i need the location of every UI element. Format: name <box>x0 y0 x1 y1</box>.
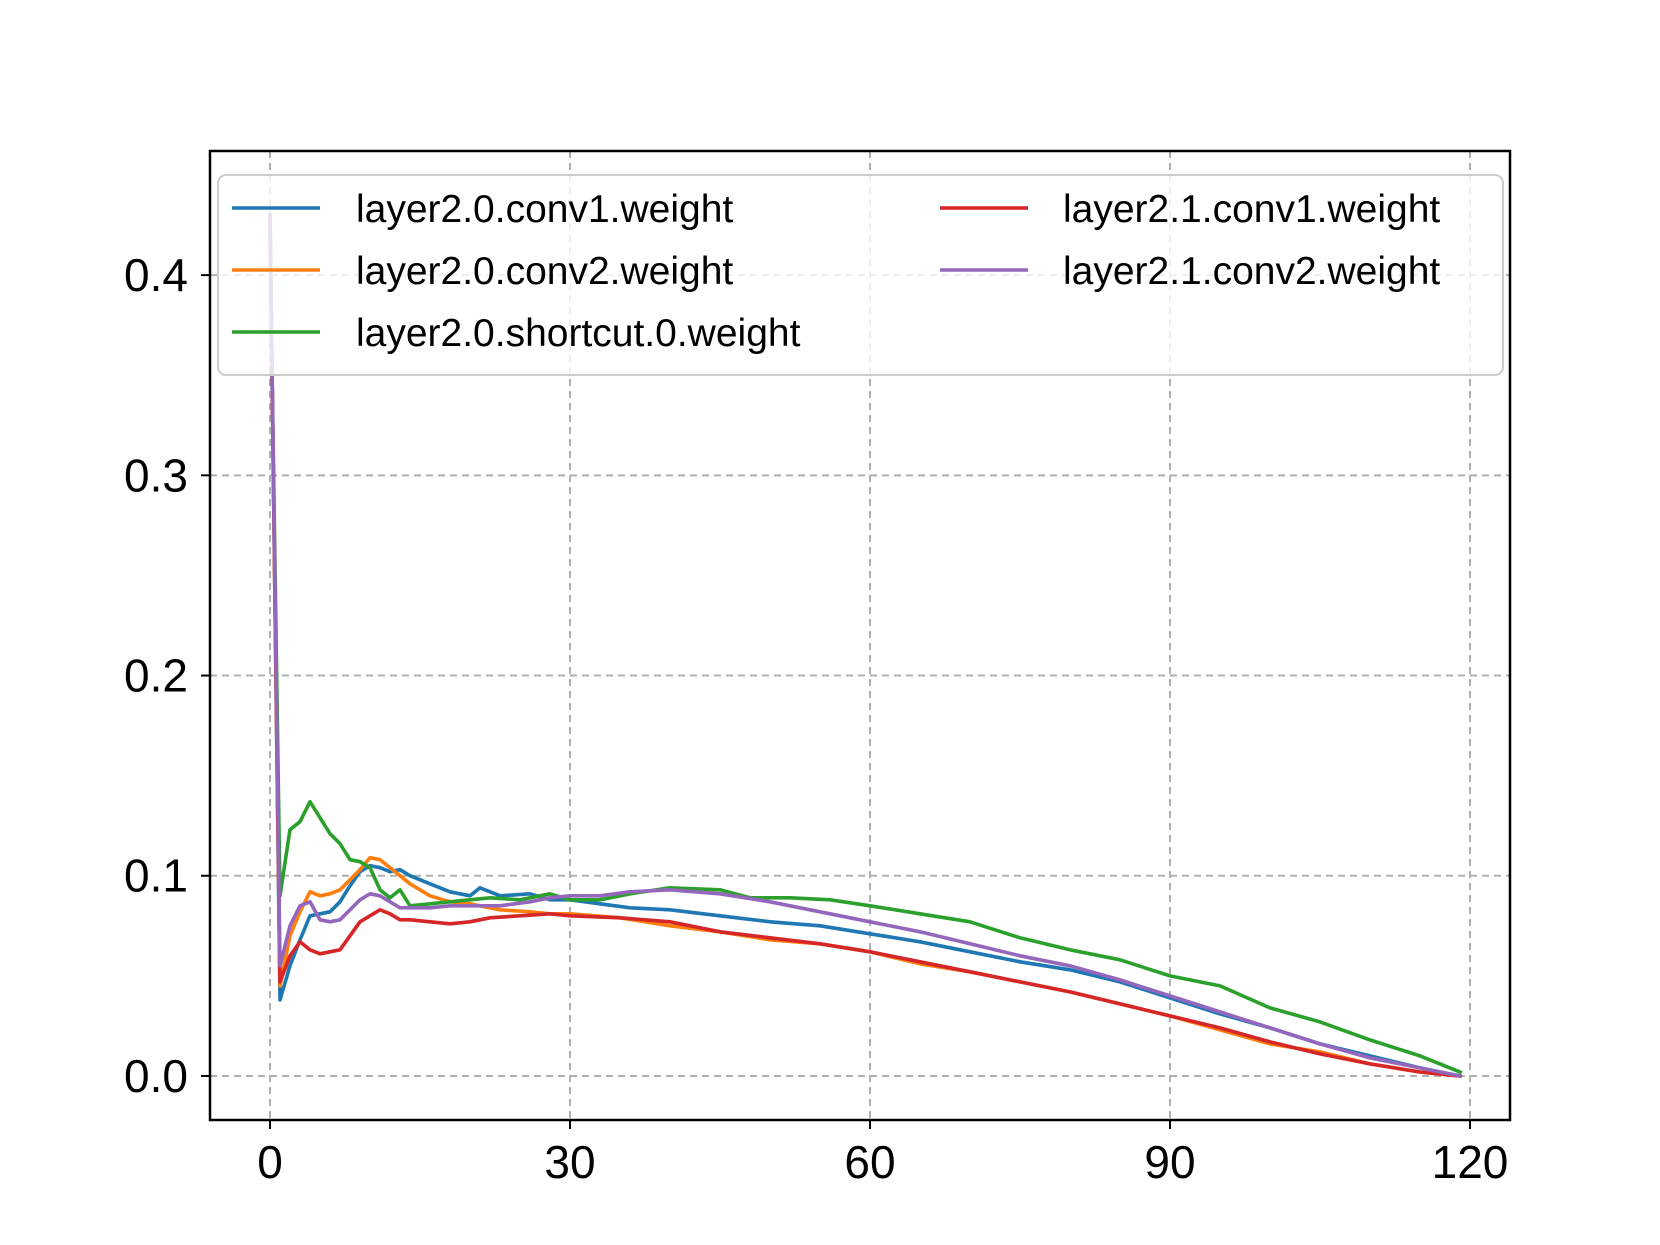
legend-label: layer2.1.conv1.weight <box>1063 188 1440 231</box>
y-tick-label: 0.0 <box>124 1050 188 1102</box>
series-line-layer2-1-conv2-weight <box>268 213 1463 1079</box>
x-tick-label: 60 <box>844 1136 895 1188</box>
x-tick-label: 0 <box>257 1136 283 1188</box>
legend-label: layer2.1.conv2.weight <box>1063 250 1440 293</box>
x-tick-label: 30 <box>544 1136 595 1188</box>
y-tick-label: 0.2 <box>124 650 188 702</box>
legend: layer2.0.conv1.weight layer2.0.conv2.weig… <box>217 174 1504 376</box>
axis-ticks: 0 30 60 90 120 0.0 0.1 0.2 0.3 0.4 <box>124 249 1508 1188</box>
y-tick-label: 0.4 <box>124 249 188 301</box>
legend-label: layer2.0.conv1.weight <box>356 188 733 231</box>
series-line-layer2-1-conv1-weight <box>268 213 1462 1078</box>
y-tick-label: 0.3 <box>124 449 188 501</box>
x-tick-label: 120 <box>1432 1136 1509 1188</box>
x-tick-label: 90 <box>1144 1136 1195 1188</box>
legend-label: layer2.0.conv2.weight <box>356 250 733 293</box>
series-lines <box>268 213 1463 1079</box>
y-tick-label: 0.1 <box>124 850 188 902</box>
legend-label: layer2.0.shortcut.0.weight <box>356 312 801 355</box>
plot-frame <box>208 149 1512 1122</box>
legend-box <box>217 174 1504 376</box>
